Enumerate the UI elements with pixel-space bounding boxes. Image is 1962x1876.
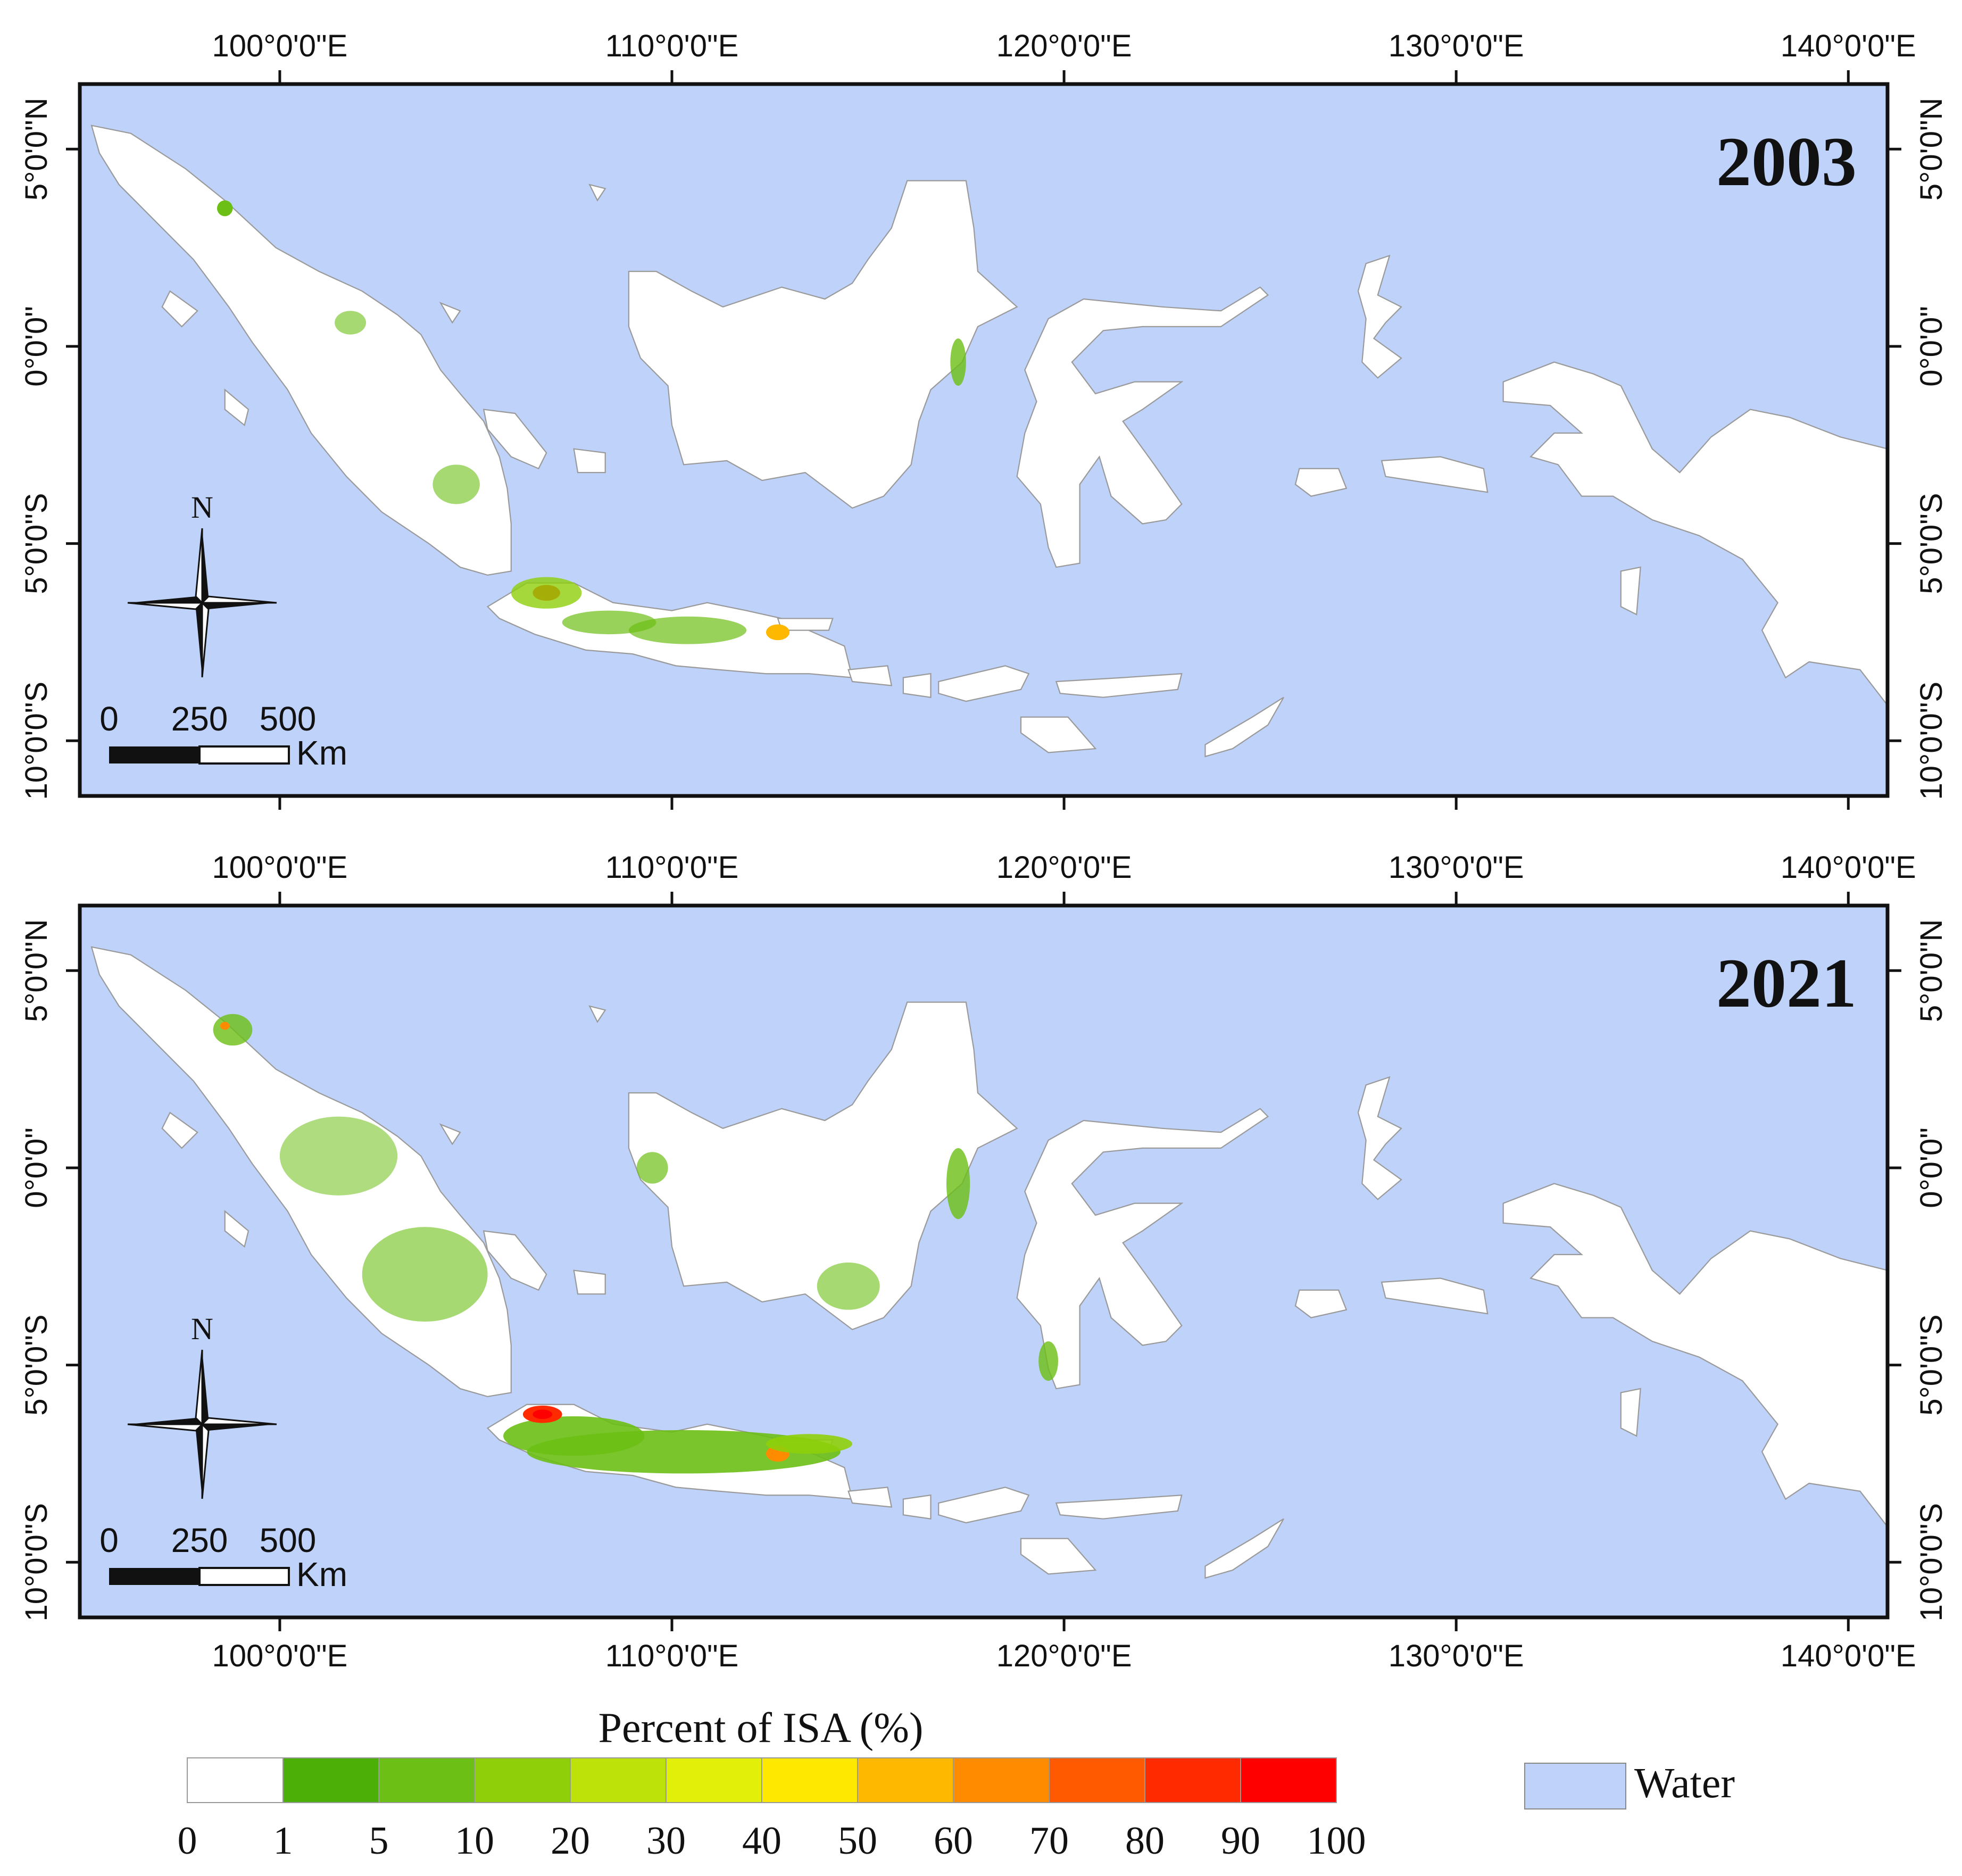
water-label: Water [1634, 1760, 1735, 1807]
lat-label-left: 5°0'0"S [19, 1314, 54, 1415]
year-label: 2003 [1716, 122, 1857, 201]
legend-swatch [1240, 1757, 1337, 1803]
lon-label-bottom: 100°0'0"E [212, 1639, 348, 1673]
legend-swatch [378, 1757, 475, 1803]
map-panel-2003: 100°0'0"E 110°0'0"E 120°0'0"E 130°0'0"E 140°… [19, 29, 1949, 810]
lon-label-top: 100°0'0"E [212, 850, 348, 885]
legend-tick-label: 50 [838, 1819, 877, 1863]
scale-bar-label: 0 [99, 700, 119, 738]
legend-tick-labels: 0 1 5 10 20 30 40 50 60 70 80 90 100 [178, 1819, 1366, 1863]
compass-north-label: N [191, 1311, 213, 1346]
water-swatch [1524, 1763, 1626, 1809]
scale-bar-white [198, 745, 290, 765]
lat-label-left: 5°0'0"N [19, 919, 54, 1023]
lat-label-left: 10°0'0"S [19, 1503, 54, 1622]
legend-swatch [570, 1757, 667, 1803]
scale-bar-label: 500 [260, 1521, 317, 1559]
compass-north-label: N [191, 490, 213, 525]
legend-tick-label: 60 [934, 1819, 973, 1863]
lat-label-left: 10°0'0"S [19, 682, 54, 800]
legend-swatch [1049, 1757, 1145, 1803]
lat-label-right: 10°0'0"S [1914, 682, 1949, 800]
legend-tick-label: 70 [1029, 1819, 1069, 1863]
lon-label-top: 120°0'0"E [996, 29, 1132, 63]
legend-swatch [187, 1757, 284, 1803]
legend-title: Percent of ISA (%) [598, 1705, 924, 1752]
lon-label-top: 110°0'0"E [605, 850, 739, 885]
legend-tick-label: 5 [369, 1819, 389, 1863]
legend-tick-label: 10 [455, 1819, 494, 1863]
legend-swatch [953, 1757, 1050, 1803]
legend-tick-label: 20 [551, 1819, 590, 1863]
lat-label-left: 0°0'0" [19, 1127, 54, 1208]
legend-swatch [857, 1757, 954, 1803]
legend-tick-label: 100 [1307, 1819, 1366, 1863]
legend-tick-label: 40 [742, 1819, 782, 1863]
scale-bar-black [109, 1568, 199, 1585]
scale-bar-label: 500 [260, 700, 317, 738]
scale-bar-unit: Km [296, 734, 347, 772]
legend-swatch [666, 1757, 762, 1803]
legend-tick-label: 0 [178, 1819, 197, 1863]
lat-label-right: 5°0'0"S [1914, 493, 1949, 594]
year-label: 2021 [1716, 944, 1857, 1022]
scale-bar-label: 250 [171, 1521, 228, 1559]
legend-tick-label: 30 [646, 1819, 686, 1863]
isa-legend: Percent of ISA (%) 0 1 5 10 20 30 40 50 60 70 80 90… [178, 1705, 1735, 1863]
legend-swatch [282, 1757, 379, 1803]
lat-label-right: 5°0'0"S [1914, 1314, 1949, 1415]
legend-tick-label: 80 [1125, 1819, 1165, 1863]
lat-label-left: 5°0'0"S [19, 493, 54, 594]
lat-label-left: 0°0'0" [19, 306, 54, 387]
lon-label-bottom: 120°0'0"E [996, 1639, 1132, 1673]
legend-tick-label: 90 [1221, 1819, 1260, 1863]
lat-label-right: 5°0'0"N [1914, 98, 1949, 201]
legend-swatch [1144, 1757, 1241, 1803]
map-frame [78, 903, 1890, 1620]
scale-bar-white [198, 1567, 290, 1586]
lat-label-left: 5°0'0"N [19, 98, 54, 201]
lon-label-top: 120°0'0"E [996, 850, 1132, 885]
lon-label-top: 140°0'0"E [1781, 29, 1916, 63]
lat-label-right: 10°0'0"S [1914, 1503, 1949, 1622]
scale-bar-label: 0 [99, 1521, 119, 1559]
legend-swatch [761, 1757, 858, 1803]
lat-label-right: 5°0'0"N [1914, 919, 1949, 1023]
lon-label-bottom: 110°0'0"E [605, 1639, 739, 1673]
map-panel-2021: 100°0'0"E 100°0'0"E 110°0'0"E 110°0'0"E 120°… [19, 850, 1949, 1673]
lat-label-right: 0°0'0" [1914, 1127, 1949, 1208]
lon-label-top: 140°0'0"E [1781, 850, 1916, 885]
scale-bar-black [109, 746, 199, 763]
scale-bar-label: 250 [171, 700, 228, 738]
lat-label-right: 0°0'0" [1914, 306, 1949, 387]
legend-tick-label: 1 [273, 1819, 293, 1863]
map-frame [78, 82, 1890, 798]
scale-bar-unit: Km [296, 1555, 347, 1593]
lon-label-top: 110°0'0"E [605, 29, 739, 63]
lon-label-bottom: 130°0'0"E [1389, 1639, 1524, 1673]
lon-label-bottom: 140°0'0"E [1781, 1639, 1916, 1673]
legend-swatch [474, 1757, 571, 1803]
legend-swatches [187, 1757, 1337, 1803]
lon-label-top: 130°0'0"E [1389, 29, 1524, 63]
lon-label-top: 100°0'0"E [212, 29, 348, 63]
lon-label-top: 130°0'0"E [1389, 850, 1524, 885]
